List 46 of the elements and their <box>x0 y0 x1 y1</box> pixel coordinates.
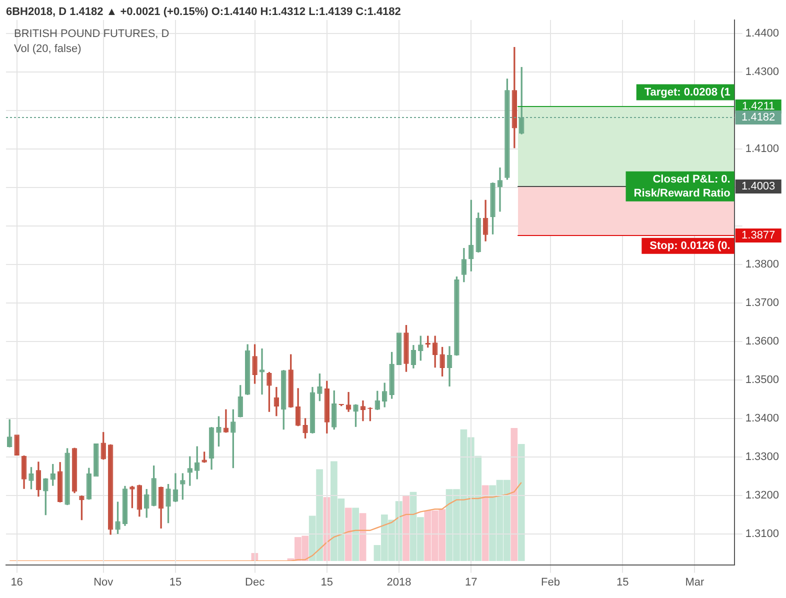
x-tick-label: 15 <box>616 576 629 588</box>
y-tick-label: 1.3400 <box>745 412 780 425</box>
y-tick-label: 1.3300 <box>745 451 780 464</box>
candlestick <box>14 434 20 456</box>
y-tick-label: 1.3100 <box>745 528 780 540</box>
x-tick-label: 16 <box>10 576 23 588</box>
bar <box>510 428 518 561</box>
ref-line-label: 1.3877 <box>742 230 776 242</box>
bar <box>482 485 489 561</box>
x-tick-label: 17 <box>465 576 478 588</box>
y-tick-label: 1.3200 <box>745 490 780 502</box>
annotation: Stop: 0.0126 (0. <box>650 240 730 252</box>
ref-line-label: 1.4182 <box>742 112 776 124</box>
bar <box>518 444 525 561</box>
ref-line-label: 1.4211 <box>742 100 775 113</box>
ref-line-label: 1.4003 <box>742 180 776 193</box>
bar <box>402 496 410 561</box>
candlestick <box>223 409 229 433</box>
candlestick <box>94 444 99 477</box>
x-tick-label: Mar <box>685 576 704 588</box>
text: BRITISH POUND FUTURES, D <box>14 28 170 40</box>
bar <box>359 513 366 561</box>
y-tick-label: 1.4100 <box>745 143 780 156</box>
y-tick-label: 1.3500 <box>745 374 780 386</box>
bar <box>344 508 352 561</box>
x-tick-label: 2018 <box>386 576 412 588</box>
text: Vol (20, false) <box>14 43 82 56</box>
candlestick <box>259 348 265 395</box>
y-tick-label: 1.3800 <box>745 258 780 271</box>
y-tick-label: 1.4400 <box>745 28 780 40</box>
annotation: Target: 0.0208 (1 <box>644 86 730 98</box>
x-tick-label: Nov <box>94 576 114 588</box>
x-tick-label: Feb <box>540 576 560 588</box>
candlestick <box>396 332 402 365</box>
text: 6BH2018, D 1.4182 ▲ +0.0021 (+0.15%) O:1.4140 H:1.4312 L:1.4139 C:1.4182 <box>6 6 401 18</box>
y-tick-label: 1.3700 <box>745 297 780 310</box>
annotation: Closed P&L: 0. Risk/Reward Ratio <box>634 173 731 200</box>
candlestick <box>346 392 352 412</box>
candlestick <box>497 168 503 212</box>
y-tick-label: 1.4300 <box>745 66 780 78</box>
candlestick <box>360 400 366 422</box>
x-tick-label: Dec <box>245 576 266 588</box>
x-tick-label: 15 <box>169 576 182 588</box>
bar <box>352 508 360 561</box>
x-tick-label: 15 <box>320 576 334 588</box>
y-tick-label: 1.3600 <box>745 336 780 348</box>
